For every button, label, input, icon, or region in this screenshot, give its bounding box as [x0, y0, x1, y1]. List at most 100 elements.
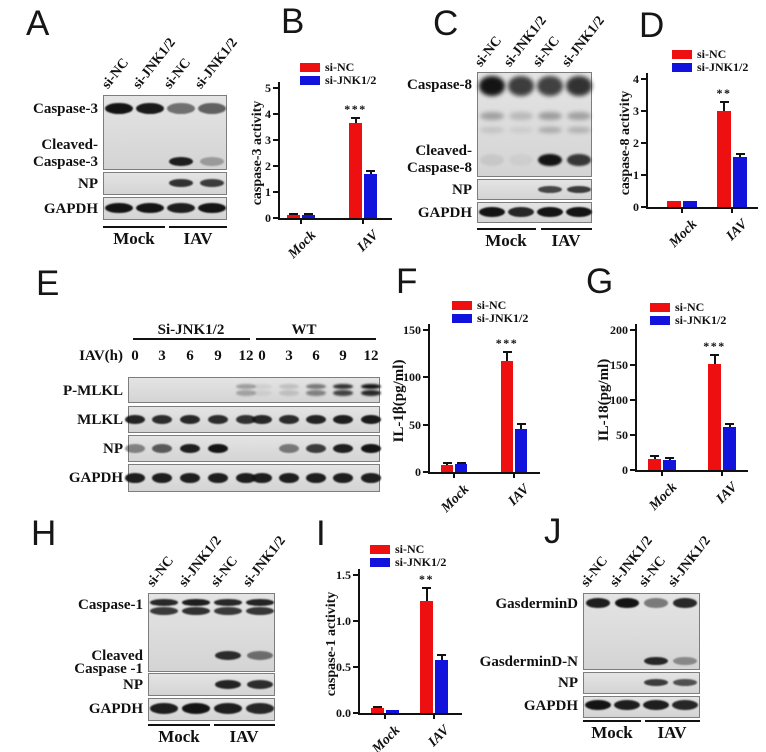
error-bar	[425, 587, 428, 603]
bar	[371, 708, 384, 713]
band	[480, 112, 504, 120]
lane-label: si-JNK1/2	[665, 533, 714, 590]
band	[279, 389, 299, 396]
group-label: Mock	[591, 723, 633, 742]
error-bar-cap	[710, 353, 719, 356]
error-bar	[354, 117, 357, 126]
error-bar-cap	[366, 170, 375, 173]
band	[508, 207, 534, 217]
row-label: GasderminD-N	[479, 654, 578, 670]
y-axis-label: IL-1β(pg/ml)	[391, 359, 407, 443]
band	[167, 102, 195, 114]
y-tick-label: 1	[265, 185, 271, 199]
group-underline	[103, 226, 165, 229]
error-bar-cap	[719, 101, 729, 104]
y-tick	[273, 165, 279, 167]
band	[213, 702, 243, 714]
y-axis-label: IL-18(pg/ml)	[596, 358, 612, 442]
blot-box	[148, 698, 275, 721]
band	[644, 657, 668, 665]
legend-label: si-JNK1/2	[325, 73, 377, 87]
y-tick	[273, 191, 279, 193]
band	[585, 598, 611, 608]
y-tick-label: 4	[265, 107, 271, 121]
error-bar-cap	[502, 350, 512, 353]
band	[333, 389, 353, 396]
lane-label: si-NC	[208, 553, 242, 590]
group-header-right: WT	[291, 322, 317, 338]
row-label: NP	[103, 441, 123, 457]
bar	[302, 214, 315, 218]
band	[673, 678, 697, 686]
y-tick-label: 100	[610, 393, 628, 407]
group-underline	[477, 228, 536, 231]
group-label: IAV	[183, 229, 213, 248]
y-tick-label: 3	[265, 133, 271, 147]
band	[252, 384, 272, 390]
y-tick	[353, 712, 359, 714]
band	[567, 154, 591, 166]
blot-box	[583, 672, 700, 694]
row-label: GasderminD	[495, 596, 579, 612]
band	[538, 112, 562, 120]
band	[152, 443, 172, 453]
row-label: Caspase-1	[77, 597, 143, 613]
group-underline	[148, 724, 210, 727]
error-bar	[506, 351, 508, 364]
legend-swatch	[452, 301, 472, 310]
group-header-left: Si-JNK1/2	[157, 322, 225, 338]
band	[480, 154, 504, 166]
bar	[349, 123, 362, 218]
legend-label: si-JNK1/2	[697, 60, 749, 74]
band	[207, 473, 229, 483]
band	[105, 203, 133, 213]
band	[236, 389, 256, 396]
panel-letter-f: F	[396, 262, 418, 301]
panel-letter-d: D	[639, 6, 665, 45]
band	[149, 599, 179, 606]
band	[279, 384, 299, 390]
group-label: Mock	[113, 229, 155, 248]
lane-label: si-JNK1/2	[240, 533, 289, 590]
sig-label: ***	[703, 338, 726, 353]
bar	[648, 458, 661, 470]
bar	[420, 600, 433, 713]
bar	[667, 201, 681, 207]
band	[198, 102, 226, 114]
header-underline	[256, 338, 376, 341]
y-tick-label: 200	[610, 323, 628, 337]
row-label: GAPDH	[68, 470, 123, 486]
error-bar-cap	[351, 116, 360, 119]
category-label: Mock	[646, 480, 681, 514]
y-tick	[641, 78, 647, 80]
y-tick-label: 100	[403, 370, 421, 385]
error-bar	[520, 423, 522, 432]
band	[152, 414, 172, 424]
group-underline	[583, 720, 641, 723]
band	[567, 112, 591, 120]
category-label: IAV	[723, 217, 751, 244]
lane-label: si-JNK1/2	[559, 13, 608, 70]
y-tick	[273, 139, 279, 141]
y-tick-label: 0.5	[336, 660, 351, 674]
band	[306, 443, 326, 453]
blot-box	[148, 673, 275, 696]
y-tick	[630, 329, 636, 331]
panel-letter-g: G	[586, 262, 614, 301]
bar	[683, 200, 697, 207]
band	[236, 414, 256, 424]
row-label: Cleaved-	[415, 143, 472, 159]
y-tick	[630, 364, 636, 366]
panel-letter-i: I	[316, 514, 326, 553]
error-bar	[446, 462, 448, 468]
timepoint-label: 0	[131, 348, 139, 364]
y-tick-label: 150	[610, 358, 628, 372]
error-bar-cap	[442, 461, 452, 464]
band	[198, 203, 226, 213]
timepoint-label: 3	[285, 348, 293, 364]
band	[105, 102, 133, 114]
band	[673, 657, 697, 665]
y-tick-label: 50	[409, 417, 421, 432]
bar	[287, 214, 300, 218]
band	[245, 702, 275, 714]
